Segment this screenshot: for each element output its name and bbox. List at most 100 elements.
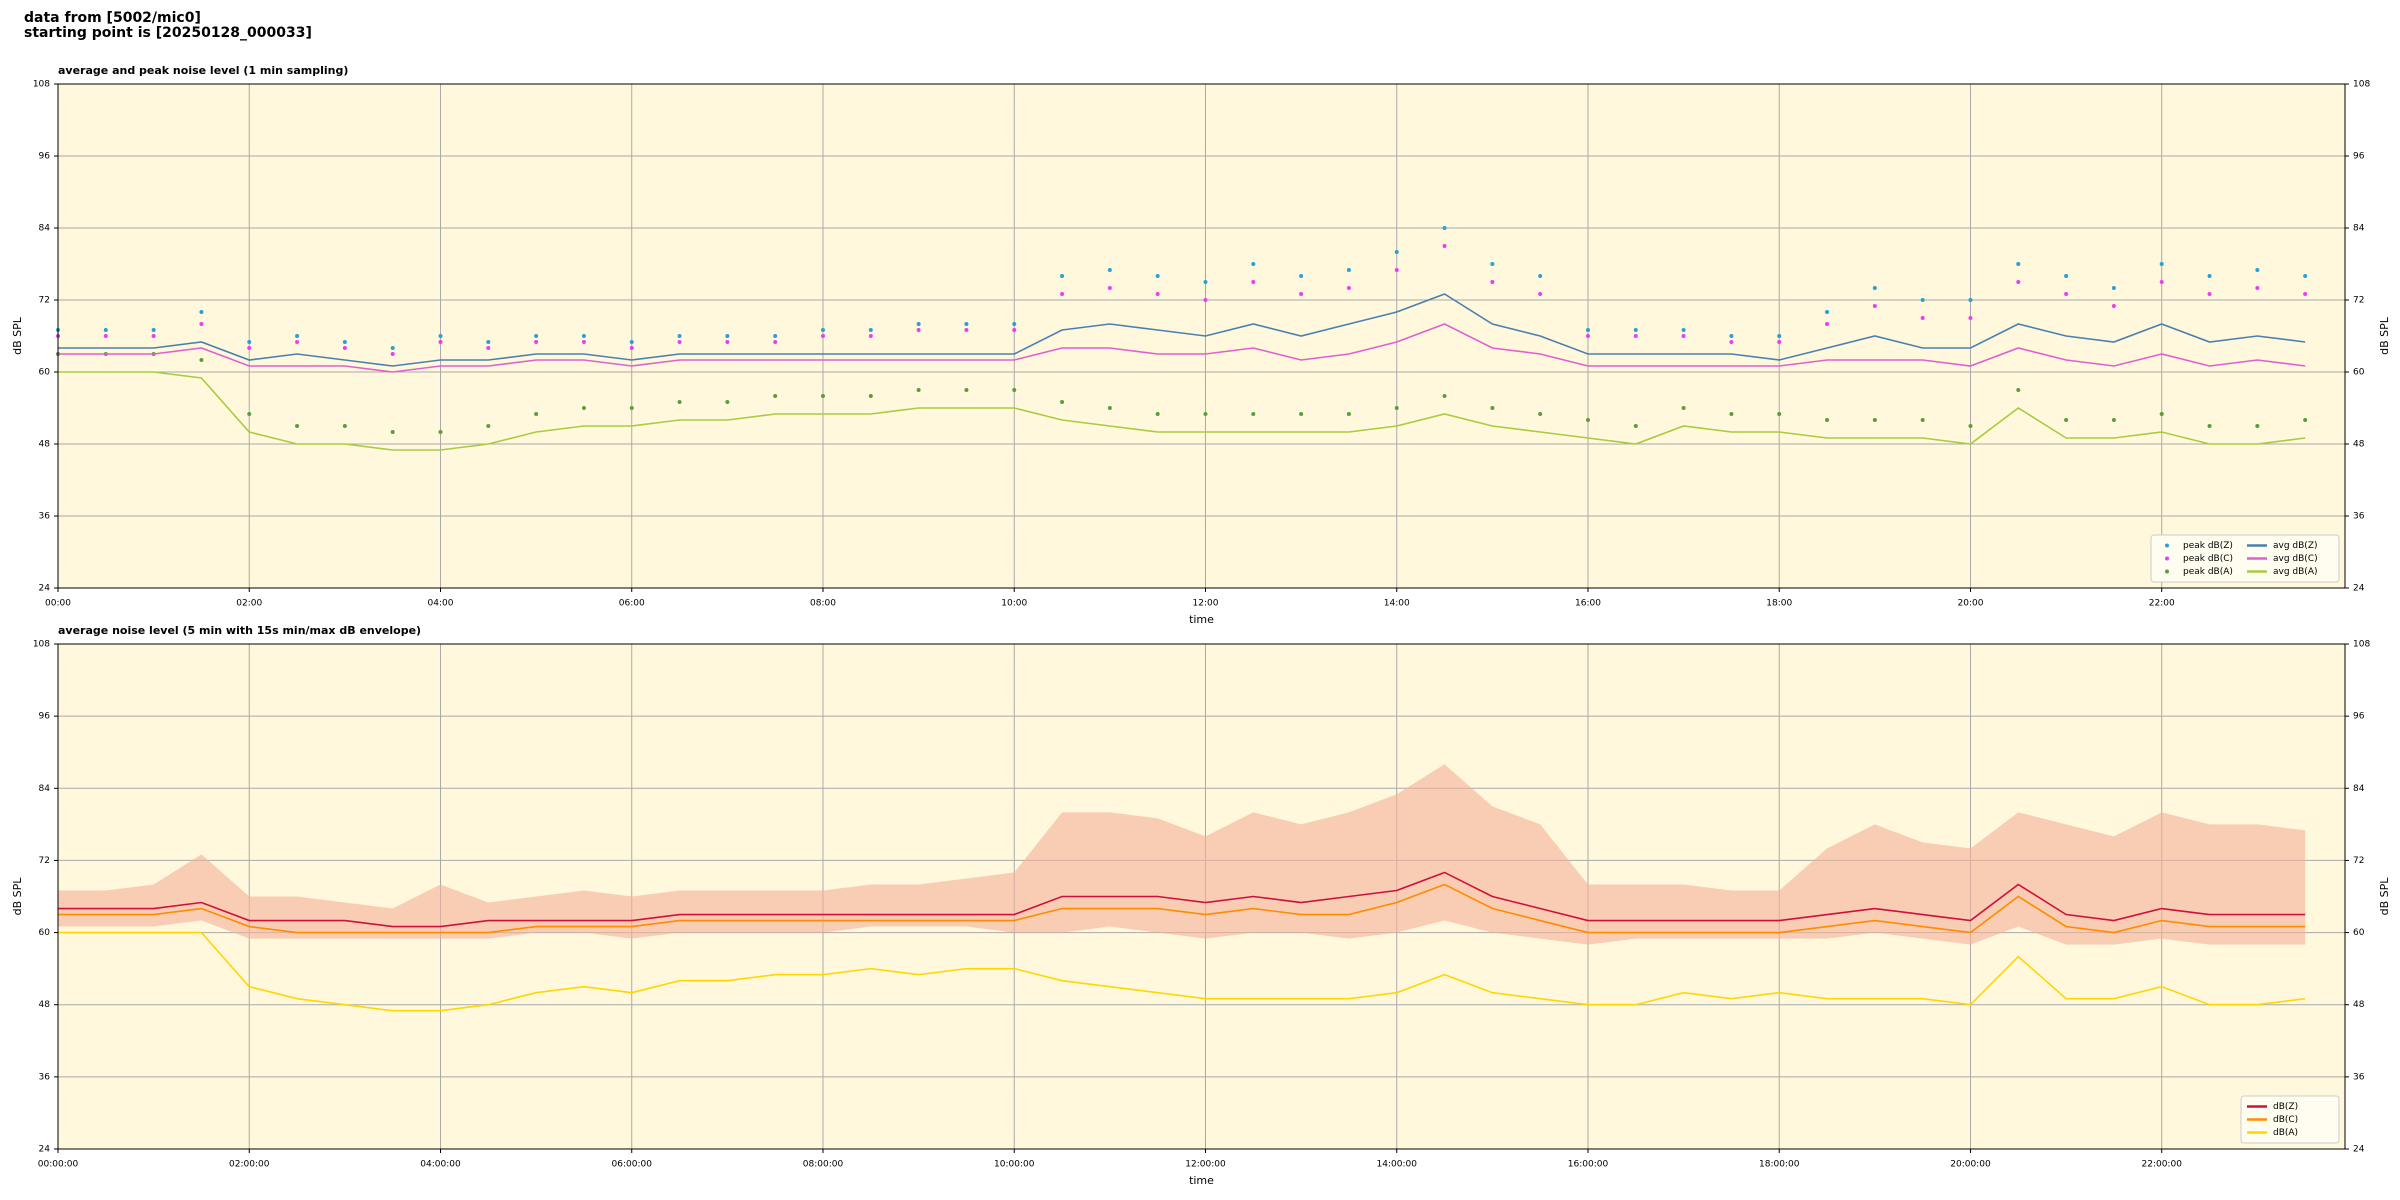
plot-frame — [57, 643, 2346, 1150]
peak-point — [247, 340, 252, 344]
peak-point — [2303, 418, 2308, 422]
peak-point — [725, 340, 730, 344]
peak-point — [342, 346, 347, 350]
y-tick-label: 84 — [2353, 224, 2365, 234]
peak-point — [1394, 406, 1399, 410]
peak-point — [534, 412, 539, 416]
x-tick-label: 00:00:00 — [38, 1160, 79, 1170]
x-tick-label: 16:00 — [1575, 599, 1601, 609]
peak-point — [1968, 316, 1973, 320]
y-tick-label: 24 — [2353, 584, 2365, 594]
x-tick-label: 02:00:00 — [229, 1160, 270, 1170]
peak-point — [390, 430, 395, 434]
peak-point — [1442, 226, 1447, 230]
peak-point — [103, 328, 108, 332]
peak-point — [1203, 298, 1208, 302]
peak-point — [1633, 424, 1638, 428]
peak-point — [1299, 412, 1304, 416]
peak-point — [1968, 424, 1973, 428]
peak-point — [1012, 388, 1017, 392]
peak-point — [1777, 340, 1782, 344]
peak-point — [1012, 328, 1017, 332]
peak-point — [1490, 262, 1495, 266]
peak-point — [247, 346, 252, 350]
peak-point — [2159, 412, 2164, 416]
series-line — [58, 293, 2306, 367]
peak-point — [581, 334, 586, 338]
y-tick-label: 96 — [2353, 152, 2365, 162]
y-tick-label: 24 — [2353, 1145, 2365, 1155]
x-tick-label: 10:00 — [1001, 599, 1027, 609]
peak-point — [534, 334, 539, 338]
peak-point — [2207, 292, 2212, 296]
peak-point — [1681, 334, 1686, 338]
header-line: data from [5002/mic0] — [24, 10, 201, 26]
x-tick-label: 14:00:00 — [1377, 1160, 1418, 1170]
peak-point — [438, 430, 443, 434]
peak-point — [1060, 400, 1065, 404]
y-tick-label: 108 — [33, 80, 50, 90]
x-tick-label: 22:00:00 — [2142, 1160, 2183, 1170]
peak-point — [2255, 286, 2260, 290]
y-tick-label: 72 — [2353, 856, 2364, 866]
y-tick-label: 36 — [39, 512, 51, 522]
peak-point — [868, 328, 873, 332]
y-axis-label: dB SPL — [11, 877, 24, 916]
peak-point — [151, 328, 156, 332]
y-tick-label: 84 — [39, 784, 51, 794]
peak-point — [964, 328, 969, 332]
peak-point — [2207, 424, 2212, 428]
peak-point — [820, 394, 825, 398]
peak-point — [1777, 334, 1782, 338]
x-tick-label: 20:00:00 — [1950, 1160, 1991, 1170]
plot-frame — [57, 83, 2346, 589]
x-tick-label: 08:00 — [810, 599, 836, 609]
peak-point — [2016, 262, 2021, 266]
peak-point — [629, 406, 634, 410]
peak-point — [2111, 418, 2116, 422]
peak-point — [1585, 334, 1590, 338]
y-tick-label: 48 — [39, 1000, 51, 1010]
peak-point — [1729, 340, 1734, 344]
y-tick-label: 24 — [39, 584, 51, 594]
peak-point — [1968, 298, 1973, 302]
peak-point — [2064, 418, 2069, 422]
peak-point — [1538, 274, 1543, 278]
peak-point — [1107, 286, 1112, 290]
peak-point — [199, 322, 204, 326]
peak-point — [103, 334, 108, 338]
peak-point — [1060, 292, 1065, 296]
legend-label: avg dB(A) — [2273, 567, 2317, 577]
peak-point — [2255, 424, 2260, 428]
peak-point — [2255, 268, 2260, 272]
peak-point — [677, 340, 682, 344]
y-tick-label: 48 — [39, 440, 51, 450]
x-tick-label: 10:00:00 — [994, 1160, 1035, 1170]
peak-point — [1920, 298, 1925, 302]
peak-point — [199, 358, 204, 362]
peak-point — [1394, 250, 1399, 254]
peak-point — [1777, 412, 1782, 416]
peak-point — [581, 406, 586, 410]
chart-title: average and peak noise level (1 min samp… — [58, 64, 348, 77]
peak-point — [1299, 292, 1304, 296]
y-tick-label: 96 — [39, 152, 51, 162]
peak-point — [868, 334, 873, 338]
peak-point — [820, 334, 825, 338]
peak-point — [773, 334, 778, 338]
peak-point — [1538, 292, 1543, 296]
peak-point — [1203, 280, 1208, 284]
x-tick-label: 08:00:00 — [803, 1160, 844, 1170]
peak-point — [773, 340, 778, 344]
peak-point — [1872, 418, 1877, 422]
legend-label: peak dB(Z) — [2183, 541, 2233, 551]
legend-label: peak dB(A) — [2183, 567, 2233, 577]
peak-point — [1681, 406, 1686, 410]
envelope-band — [58, 764, 2306, 945]
peak-point — [1155, 412, 1160, 416]
peak-point — [1251, 262, 1256, 266]
peak-point — [677, 334, 682, 338]
peak-point — [295, 424, 300, 428]
peak-point — [964, 322, 969, 326]
